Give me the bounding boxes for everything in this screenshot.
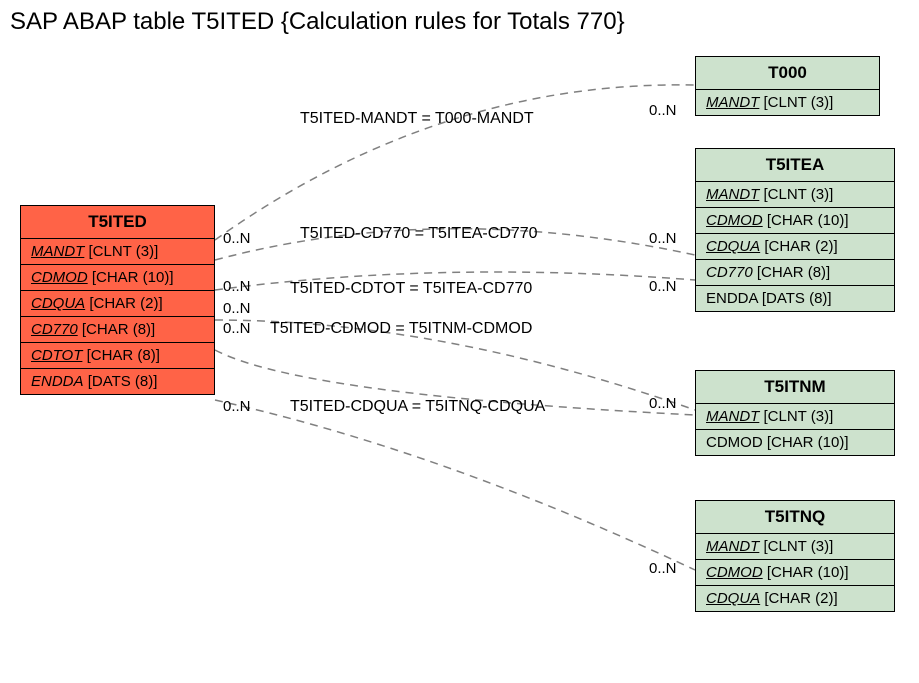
field-row: CDMOD [CHAR (10)] [696,208,894,234]
relation-label: T5ITED-MANDT = T000-MANDT [300,110,534,128]
entity-T5ITNM: T5ITNM MANDT [CLNT (3)] CDMOD [CHAR (10)… [695,370,895,456]
entity-header: T5ITNQ [696,501,894,534]
field-row: CD770 [CHAR (8)] [696,260,894,286]
cardinality: 0..N [649,230,677,247]
cardinality: 0..N [223,278,251,295]
entity-header: T5ITNM [696,371,894,404]
cardinality: 0..N [649,102,677,119]
entity-T5ITED: T5ITED MANDT [CLNT (3)] CDMOD [CHAR (10)… [20,205,215,395]
relation-label: T5ITED-CD770 = T5ITEA-CD770 [300,225,538,243]
field-row: MANDT [CLNT (3)] [696,182,894,208]
field-row: MANDT [CLNT (3)] [696,404,894,430]
field-row: MANDT [CLNT (3)] [696,534,894,560]
cardinality: 0..N [223,320,251,337]
entity-header: T5ITEA [696,149,894,182]
entity-T5ITNQ: T5ITNQ MANDT [CLNT (3)] CDMOD [CHAR (10)… [695,500,895,612]
relation-line [215,85,695,240]
entity-T5ITEA: T5ITEA MANDT [CLNT (3)] CDMOD [CHAR (10)… [695,148,895,312]
cardinality: 0..N [223,398,251,415]
field-row: CDQUA [CHAR (2)] [21,291,214,317]
field-row: ENDDA [DATS (8)] [696,286,894,311]
page-title: SAP ABAP table T5ITED {Calculation rules… [10,8,625,36]
field-row: MANDT [CLNT (3)] [21,239,214,265]
cardinality: 0..N [223,300,251,317]
entity-header: T000 [696,57,879,90]
field-row: CDMOD [CHAR (10)] [21,265,214,291]
field-row: CDQUA [CHAR (2)] [696,586,894,611]
field-row: CDMOD [CHAR (10)] [696,560,894,586]
entity-header: T5ITED [21,206,214,239]
entity-T000: T000 MANDT [CLNT (3)] [695,56,880,116]
cardinality: 0..N [223,230,251,247]
field-row: CDTOT [CHAR (8)] [21,343,214,369]
field-row: MANDT [CLNT (3)] [696,90,879,115]
cardinality: 0..N [649,560,677,577]
relation-line [215,400,695,570]
diagram-canvas: SAP ABAP table T5ITED {Calculation rules… [0,0,919,683]
relation-label: T5ITED-CDMOD = T5ITNM-CDMOD [270,320,532,338]
field-row: ENDDA [DATS (8)] [21,369,214,394]
field-row: CDMOD [CHAR (10)] [696,430,894,455]
relation-label: T5ITED-CDQUA = T5ITNQ-CDQUA [290,398,545,416]
cardinality: 0..N [649,278,677,295]
relation-label: T5ITED-CDTOT = T5ITEA-CD770 [290,280,532,298]
field-row: CDQUA [CHAR (2)] [696,234,894,260]
cardinality: 0..N [649,395,677,412]
field-row: CD770 [CHAR (8)] [21,317,214,343]
